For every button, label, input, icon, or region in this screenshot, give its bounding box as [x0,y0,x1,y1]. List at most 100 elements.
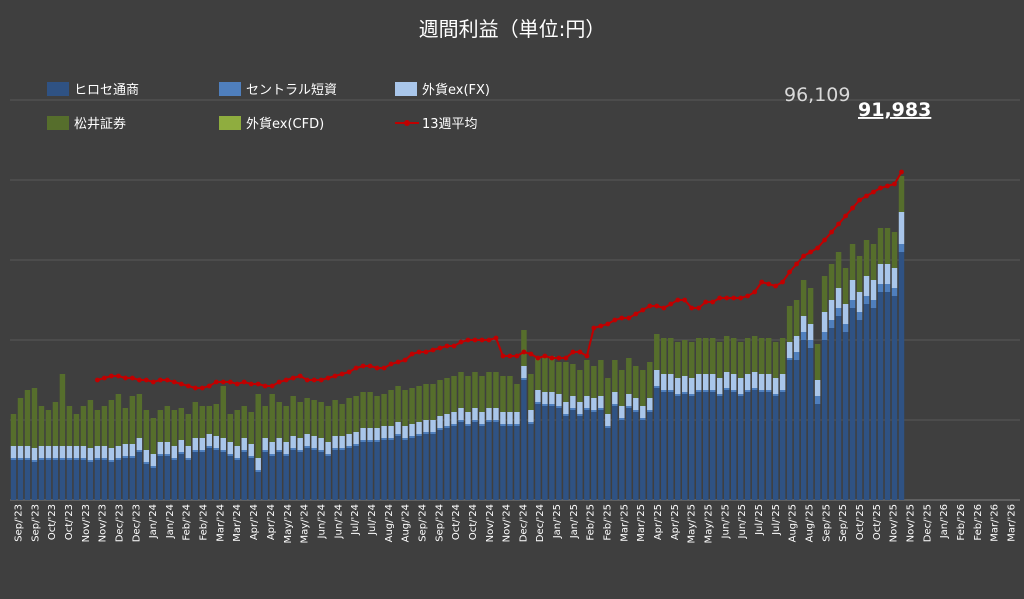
bar-segment-central [297,450,303,452]
bar-segment-central [94,458,101,460]
bar-segment-gaika_fx [388,426,394,438]
bar-segment-matsui [129,396,136,444]
bar-segment-central [339,448,345,450]
bar-segment-matsui [290,396,296,436]
bar-segment-gaika_fx [353,432,359,444]
x-tick-label: Jan/'25 [552,504,563,539]
legend-label-gaika_cfd: 外貨ex(CFD) [246,116,324,132]
bar-segment-central [255,470,261,472]
bar-segment-central [528,422,534,424]
bar-segment-gaika_fx [423,420,429,432]
bar-segment-matsui [17,398,24,446]
bar-segment-central [332,448,338,450]
bar-segment-gaika_fx [598,396,604,408]
bar-segment-matsui [87,400,94,448]
bar-segment-central [318,450,324,452]
bar-segment-central [779,390,786,392]
bar-segment-matsui [80,406,87,446]
bar-segment-central [346,446,352,448]
bar-segment-gaika_fx [360,428,366,440]
bar-segment-matsui [10,414,17,446]
bar-segment-central [500,424,506,426]
bar-segment-central [24,458,31,460]
bar-segment-central [514,424,520,426]
bar-segment-hirose [514,426,520,500]
avg-point [409,351,415,357]
bar-segment-central [360,440,366,442]
bar-segment-central [178,452,185,454]
bar-segment-hirose [206,448,212,500]
bar-segment-gaika_fx [45,446,52,458]
bar-segment-gaika_fx [318,438,324,450]
bar-segment-gaika_fx [101,446,108,458]
bar-segment-central [52,458,59,460]
avg-point [780,279,785,285]
bar-segment-central [535,402,541,404]
bar-segment-gaika_fx [737,378,744,394]
bar-segment-central [479,424,485,426]
bar-segment-central [416,434,422,436]
bar-segment-matsui [800,280,807,316]
bar-segment-hirose [703,392,709,500]
x-tick-label: Mar/'26 [1007,504,1018,542]
bar-segment-central [227,454,233,456]
avg-point [591,325,597,331]
bar-segment-hirose [143,464,150,500]
avg-point [843,213,848,219]
avg-point [458,339,464,345]
bar-segment-gaika_fx [465,412,471,424]
bar-segment-hirose [416,436,422,500]
bar-segment-hirose [779,392,786,500]
bar-segment-matsui [716,342,723,378]
bar-segment-central [367,440,373,442]
bar-segment-matsui [751,336,758,372]
bar-segment-central [171,458,178,460]
bar-segment-matsui [521,330,527,366]
bar-segment-gaika_fx [486,408,492,420]
avg-point [801,253,806,259]
bar-segment-hirose [178,454,185,500]
bar-segment-hirose [381,440,387,500]
avg-point [192,385,198,391]
bar-segment-gaika_fx [73,446,80,458]
bar-segment-hirose [842,332,849,500]
bar-segment-matsui [101,406,108,446]
x-tick-label: Jun/'25 [737,504,748,539]
bar-segment-gaika_fx [136,438,143,450]
bar-segment-gaika_fx [297,438,303,450]
bar-segment-hirose [849,308,856,500]
bar-segment-gaika_fx [255,458,261,470]
bar-segment-hirose [479,426,485,500]
avg-point [423,349,429,355]
bar-segment-matsui [150,418,157,454]
avg-point [808,249,813,255]
bar-segment-hirose [318,452,324,500]
bar-segment-gaika_fx [549,392,555,404]
bar-segment-central [269,454,275,456]
avg-point [745,293,751,299]
bar-segment-matsui [730,338,737,374]
bar-segment-central [486,420,492,422]
bar-segment-matsui [556,362,562,394]
bar-segment-hirose [395,436,401,500]
x-tick-label: Dec/'25 [922,504,933,542]
bar-segment-hirose [751,390,758,500]
bar-segment-hirose [332,450,338,500]
bar-segment-gaika_fx [863,276,870,296]
bar-segment-gaika_fx [689,378,695,394]
x-tick-label: Mar/'26 [990,504,1001,542]
avg-point [304,377,310,383]
bar-segment-matsui [591,366,597,398]
bar-segment-hirose [716,396,723,500]
bar-segment-central [115,458,122,460]
bar-segment-hirose [241,452,247,500]
bar-segment-central [17,458,24,460]
bar-segment-central [493,420,499,422]
bar-segment-hirose [129,458,136,500]
bar-segment-gaika_fx [507,412,513,424]
avg-point [731,295,737,301]
bar-segment-gaika_fx [157,442,164,454]
avg-point [465,337,471,343]
bar-segment-gaika_fx [800,316,807,332]
bar-segment-central [786,358,793,360]
